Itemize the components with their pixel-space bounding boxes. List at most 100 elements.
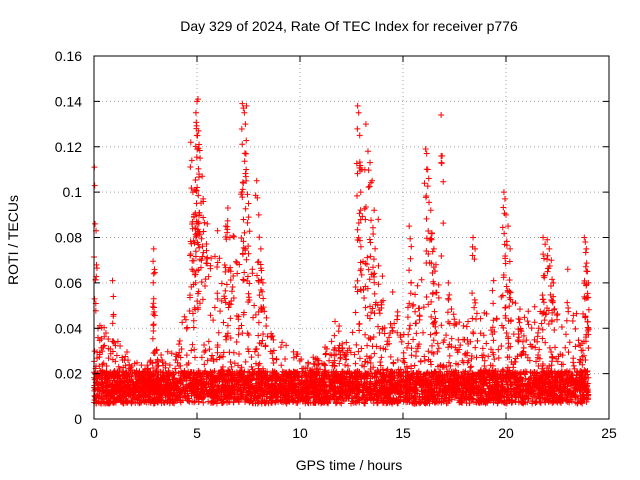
data-point [248, 363, 255, 370]
data-point [358, 375, 365, 382]
data-point [438, 322, 445, 329]
data-point [192, 398, 199, 405]
data-point [562, 344, 569, 351]
data-point [523, 337, 530, 344]
data-point [216, 255, 223, 262]
data-point [493, 316, 500, 323]
data-point [235, 362, 242, 369]
data-point [411, 362, 418, 369]
data-point [432, 323, 439, 330]
data-point [354, 277, 361, 284]
data-points [91, 96, 592, 407]
data-point [538, 320, 545, 327]
data-point [404, 314, 411, 321]
data-point [533, 358, 540, 365]
data-point [467, 364, 474, 371]
data-point [228, 288, 235, 295]
data-point [236, 351, 243, 358]
data-point [251, 302, 258, 309]
data-point [371, 310, 378, 317]
data-point [394, 316, 401, 323]
data-point [198, 354, 205, 361]
data-point [386, 334, 393, 341]
data-point [425, 356, 432, 363]
data-point [277, 344, 284, 351]
data-point [294, 350, 301, 357]
data-point [362, 304, 369, 311]
data-point [244, 345, 251, 352]
data-point [214, 349, 221, 356]
data-point [238, 235, 245, 242]
data-point [481, 357, 488, 364]
data-point [361, 400, 368, 407]
data-point [429, 342, 436, 349]
data-point [230, 232, 237, 239]
data-point [376, 329, 383, 336]
data-point [174, 359, 181, 366]
data-point [435, 345, 442, 352]
data-point [394, 329, 401, 336]
data-point [377, 359, 384, 366]
data-point [366, 379, 373, 386]
data-point [328, 338, 335, 345]
data-point [240, 277, 247, 284]
data-point [227, 371, 234, 378]
data-point [554, 316, 561, 323]
data-point [347, 349, 354, 356]
data-point [425, 348, 432, 355]
data-point [118, 371, 125, 378]
data-point [235, 331, 242, 338]
data-point [435, 281, 442, 288]
data-point [99, 361, 106, 368]
data-point [105, 336, 112, 343]
data-point [457, 342, 464, 349]
data-point [198, 279, 205, 286]
data-point [238, 322, 245, 329]
data-point [554, 311, 561, 318]
data-point [109, 356, 116, 363]
data-point [255, 319, 262, 326]
data-point [207, 312, 214, 319]
data-point [208, 255, 215, 262]
data-point [481, 362, 488, 369]
data-point [525, 308, 532, 315]
data-point [259, 288, 266, 295]
data-point [371, 279, 378, 286]
data-point [252, 311, 259, 318]
data-point [352, 360, 359, 367]
data-point [230, 295, 237, 302]
data-point [472, 344, 479, 351]
data-point [495, 346, 502, 353]
data-point [342, 362, 349, 369]
data-point [239, 330, 246, 337]
data-point [168, 350, 175, 357]
data-point [207, 265, 214, 272]
data-point [190, 324, 197, 331]
data-point [219, 363, 226, 370]
data-point [542, 339, 549, 346]
data-point [368, 309, 375, 316]
data-point [217, 308, 224, 315]
data-point [326, 357, 333, 364]
data-point [477, 330, 484, 337]
data-point [227, 315, 234, 322]
data-point [445, 344, 452, 351]
data-point [189, 341, 196, 348]
data-point [413, 330, 420, 337]
data-point [474, 337, 481, 344]
data-point [510, 331, 517, 338]
data-point [200, 399, 207, 406]
data-point [539, 335, 546, 342]
grid-lines [94, 56, 609, 419]
data-point [420, 304, 427, 311]
data-point [205, 338, 212, 345]
data-point [480, 332, 487, 339]
data-point [228, 363, 235, 370]
data-point [352, 309, 359, 316]
data-point [565, 349, 572, 356]
data-point [524, 318, 531, 325]
data-point [205, 398, 212, 405]
data-point [215, 329, 222, 336]
data-point [460, 322, 467, 329]
